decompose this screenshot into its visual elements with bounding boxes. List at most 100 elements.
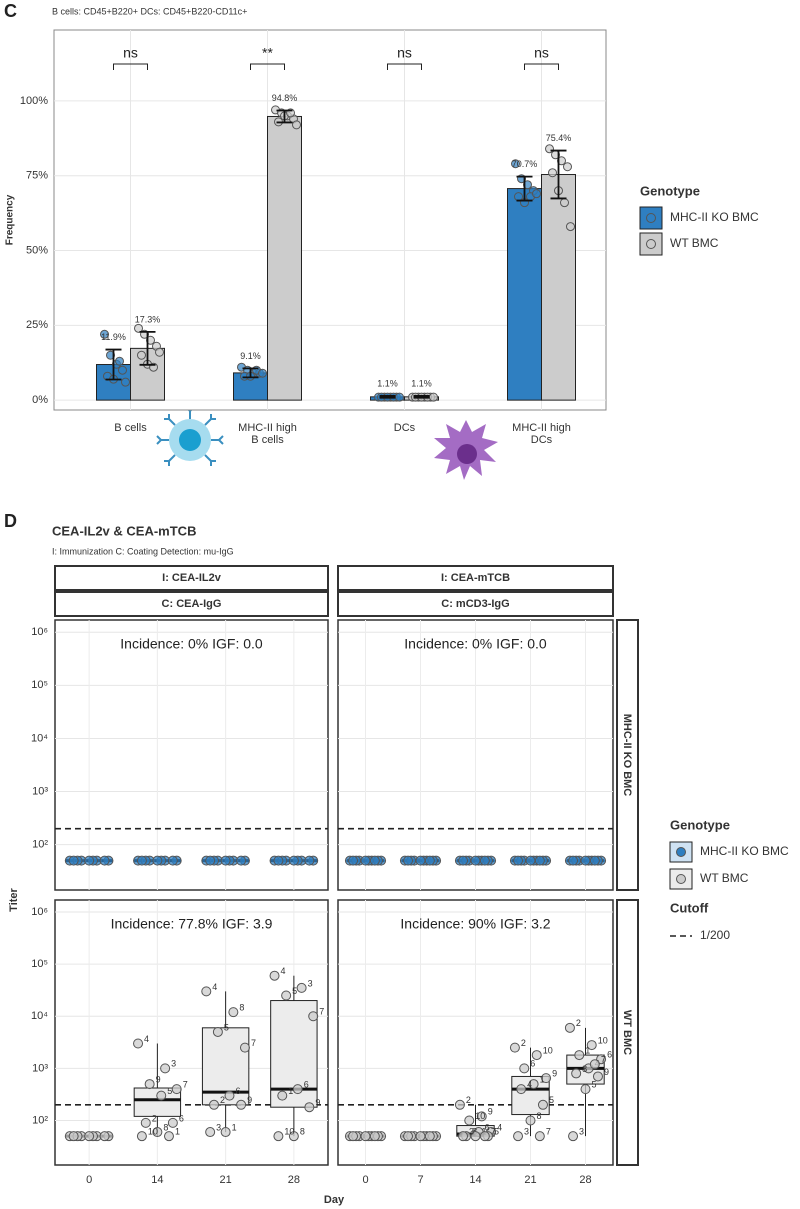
data-point [167, 855, 178, 866]
data-point [589, 1059, 600, 1070]
data-point [560, 198, 569, 208]
point-label: 7 [251, 1038, 256, 1048]
strip-label: WT BMC [621, 1010, 633, 1055]
y-tick-label: 10⁵ [31, 679, 48, 691]
value-label: 11.9% [101, 332, 126, 342]
data-point [458, 855, 469, 866]
data-point [415, 855, 426, 866]
data-point [171, 1084, 182, 1095]
data-point [269, 970, 280, 981]
point-label: 2 [152, 1113, 157, 1123]
legend-key-point [646, 239, 656, 249]
error-bar [516, 175, 533, 202]
data-point [228, 1007, 239, 1018]
data-point [258, 368, 267, 378]
point-label: 3 [171, 1059, 176, 1069]
incidence-annotation: Incidence: 77.8% IGF: 3.9 [111, 916, 273, 932]
point-label: 1 [175, 1127, 180, 1137]
point-label: 10 [148, 1127, 158, 1137]
x-tick-label: 21 [220, 1174, 232, 1186]
data-point [586, 1040, 597, 1051]
y-tick-label: 10⁴ [31, 732, 48, 744]
data-point [525, 855, 536, 866]
data-point [201, 986, 212, 997]
data-point [100, 329, 109, 339]
point-label: 5 [292, 986, 297, 996]
point-label: 2 [521, 1038, 526, 1048]
point-label: 9 [315, 1098, 320, 1108]
y-axis-title: Titer [8, 887, 20, 911]
data-point [84, 855, 95, 866]
x-tick-label: 21 [524, 1174, 536, 1186]
point-label: 2 [466, 1095, 471, 1105]
value-label: 17.3% [135, 314, 161, 324]
point-label: 3 [216, 1122, 221, 1132]
data-point [155, 347, 164, 357]
y-tick-label: 10⁴ [31, 1010, 48, 1022]
error-bar [413, 395, 430, 399]
x-tick-label: 28 [288, 1174, 300, 1186]
point-label: 10 [284, 1127, 294, 1137]
point-label: 5 [549, 1095, 554, 1105]
panel-label: C [4, 1, 17, 21]
error-bar [550, 149, 567, 200]
point-label: 4 [144, 1034, 149, 1044]
strip-right [616, 619, 639, 891]
point-label: 6 [179, 1113, 184, 1123]
legend-label: 1/200 [700, 928, 730, 942]
significance-label: ns [534, 45, 549, 61]
data-point [273, 855, 284, 866]
strip-label: I: CEA-IL2v [162, 572, 222, 584]
point-label: 9 [247, 1095, 252, 1105]
legend-key-point [676, 874, 686, 884]
data-point [134, 323, 143, 333]
y-tick-label: 25% [26, 319, 48, 331]
data-point [205, 855, 216, 866]
significance-label: ns [397, 45, 412, 61]
strip-label: MHC-II KO BMC [621, 714, 633, 797]
significance-label: ** [262, 45, 273, 61]
data-point [541, 1073, 552, 1084]
dendritic-cell-icon [434, 420, 498, 480]
error-bar [242, 367, 259, 379]
data-point [236, 855, 247, 866]
bar [507, 188, 542, 401]
x-tick-label: DCs [394, 422, 416, 434]
b-cell-icon [156, 406, 224, 466]
data-point [525, 1115, 536, 1126]
point-label: 4 [212, 982, 217, 992]
data-point [220, 1127, 231, 1138]
data-point [273, 1131, 284, 1142]
point-label: 7 [183, 1079, 188, 1089]
data-point [514, 192, 523, 202]
error-bar [139, 331, 156, 366]
data-point [84, 1131, 95, 1142]
x-tick-label: 7 [417, 1174, 423, 1186]
point-label: 4 [527, 1079, 532, 1089]
data-point [277, 1090, 288, 1101]
point-label: 6 [485, 1122, 490, 1132]
data-point [580, 1084, 591, 1095]
data-point [308, 1011, 319, 1022]
data-point [144, 1079, 155, 1090]
data-point [470, 855, 481, 866]
point-label: 4 [497, 1122, 502, 1132]
data-point [534, 855, 545, 866]
point-label: 8 [582, 1064, 587, 1074]
data-point [403, 1131, 414, 1142]
x-tick-label: DCs [531, 434, 553, 446]
data-point [68, 1131, 79, 1142]
data-point [568, 855, 579, 866]
legend-title: Genotype [670, 817, 730, 832]
point-label: 2 [576, 1018, 581, 1028]
data-point [146, 335, 155, 345]
strip-label: C: mCD3-IgG [441, 598, 509, 610]
point-label: 3 [579, 1127, 584, 1137]
point-label: 4 [281, 966, 286, 976]
x-tick-label: 14 [469, 1174, 481, 1186]
data-point [360, 855, 371, 866]
point-label: 8 [163, 1122, 168, 1132]
point-label: 1 [232, 1122, 237, 1132]
data-point [479, 1131, 490, 1142]
point-label: 2 [220, 1095, 225, 1105]
